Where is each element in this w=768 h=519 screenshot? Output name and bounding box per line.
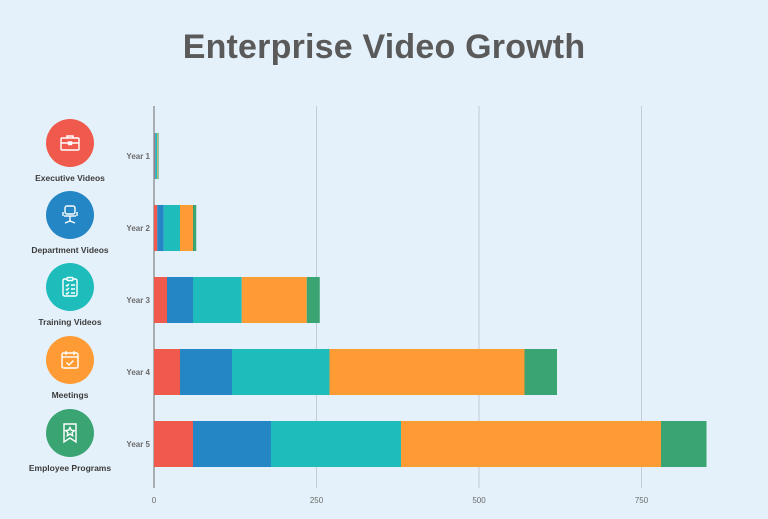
x-tick-label: 750	[635, 496, 649, 505]
x-tick-label: 0	[152, 496, 157, 505]
legend-item-department-videos: Department Videos	[0, 191, 140, 255]
bar-segment	[661, 421, 707, 467]
bar-segment	[241, 277, 307, 323]
bar-segment	[524, 349, 557, 395]
bar-segment	[154, 205, 158, 251]
bar-segment	[154, 277, 167, 323]
bar-segment	[154, 133, 156, 179]
bar-segment	[180, 349, 232, 395]
bar-segment	[306, 277, 320, 323]
bar-segment	[193, 421, 271, 467]
bar-segment	[157, 133, 158, 179]
award-ribbon-star-icon	[46, 409, 94, 457]
bar-segment	[329, 349, 525, 395]
bar-segment	[154, 349, 180, 395]
bar-segment	[154, 421, 193, 467]
y-category-label: Year 3	[126, 296, 150, 305]
briefcase-icon	[46, 119, 94, 167]
y-category-label: Year 2	[126, 224, 150, 233]
legend-item-employee-programs: Employee Programs	[0, 409, 140, 473]
clipboard-checklist-icon	[46, 263, 94, 311]
bar-segment	[180, 205, 193, 251]
x-tick-label: 250	[310, 496, 324, 505]
bar-segment	[163, 205, 180, 251]
legend-item-training-videos: Training Videos	[0, 263, 140, 327]
bar-segment	[157, 133, 159, 179]
bar-segment	[401, 421, 661, 467]
chart-title: Enterprise Video Growth	[182, 28, 586, 66]
legend-label: Executive Videos	[35, 173, 105, 183]
calendar-check-icon	[46, 336, 94, 384]
y-category-label: Year 1	[126, 152, 150, 161]
office-chair-icon	[46, 191, 94, 239]
bar-segment	[157, 205, 164, 251]
bar-segment	[271, 421, 401, 467]
bar-segment	[154, 133, 155, 179]
bar-segment	[155, 133, 158, 179]
bar-segment	[167, 277, 193, 323]
legend-label: Department Videos	[31, 245, 109, 255]
bar-segment	[232, 349, 330, 395]
bar-segment	[193, 205, 197, 251]
legend-label: Employee Programs	[28, 463, 112, 473]
legend: Executive Videos Department Videos Train…	[0, 0, 140, 519]
bar-segment	[193, 277, 242, 323]
legend-item-executive-videos: Executive Videos	[0, 119, 140, 183]
legend-label: Training Videos	[38, 317, 102, 327]
y-category-label: Year 4	[126, 368, 150, 377]
legend-label: Meetings	[51, 390, 89, 400]
legend-item-meetings: Meetings	[0, 336, 140, 400]
x-tick-label: 500	[472, 496, 486, 505]
y-category-label: Year 5	[126, 440, 150, 449]
